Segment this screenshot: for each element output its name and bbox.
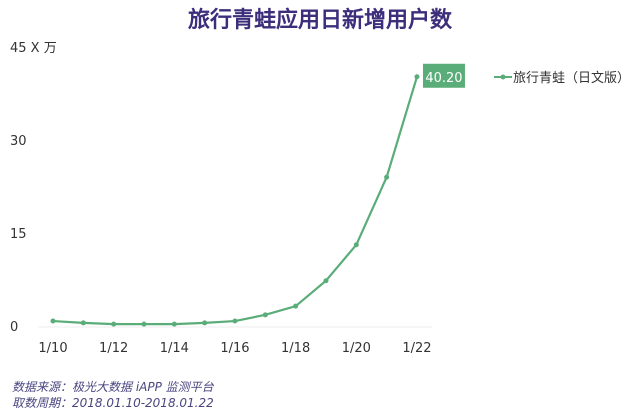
- legend-label: 旅行青蛙（日文版）: [513, 71, 630, 86]
- chart-title: 旅行青蛙应用日新增用户数: [187, 8, 452, 33]
- data-label-box: [422, 63, 465, 88]
- data-point: [232, 318, 238, 324]
- x-tick-label: 1/20: [342, 341, 371, 356]
- data-point: [262, 312, 268, 318]
- y-tick-label: 15: [10, 227, 27, 242]
- x-tick-label: 1/22: [402, 341, 431, 356]
- data-point: [384, 174, 390, 180]
- data-point: [202, 320, 208, 326]
- data-point: [111, 321, 117, 327]
- data-point: [171, 321, 177, 327]
- data-period: 取数周期：2018.01.10-2018.01.22: [12, 396, 214, 410]
- y-tick-label: 45 X 万: [10, 41, 57, 56]
- data-point: [50, 318, 56, 324]
- y-tick-label: 0: [10, 320, 18, 335]
- data-point: [323, 278, 329, 284]
- data-label: 40.20: [425, 71, 462, 86]
- data-point: [293, 303, 299, 309]
- data-point: [353, 242, 359, 248]
- x-tick-label: 1/14: [160, 341, 189, 356]
- x-tick-label: 1/16: [220, 341, 249, 356]
- x-tick-label: 1/18: [281, 341, 310, 356]
- data-point: [80, 320, 86, 326]
- data-point: [414, 74, 420, 80]
- legend-marker: [500, 74, 506, 80]
- x-tick-label: 1/10: [38, 341, 67, 356]
- y-tick-label: 30: [10, 134, 27, 149]
- data-point: [141, 321, 147, 327]
- x-tick-label: 1/12: [99, 341, 128, 356]
- series-line: [52, 76, 419, 326]
- data-source: 数据来源：极光大数据 iAPP 监测平台: [12, 380, 214, 394]
